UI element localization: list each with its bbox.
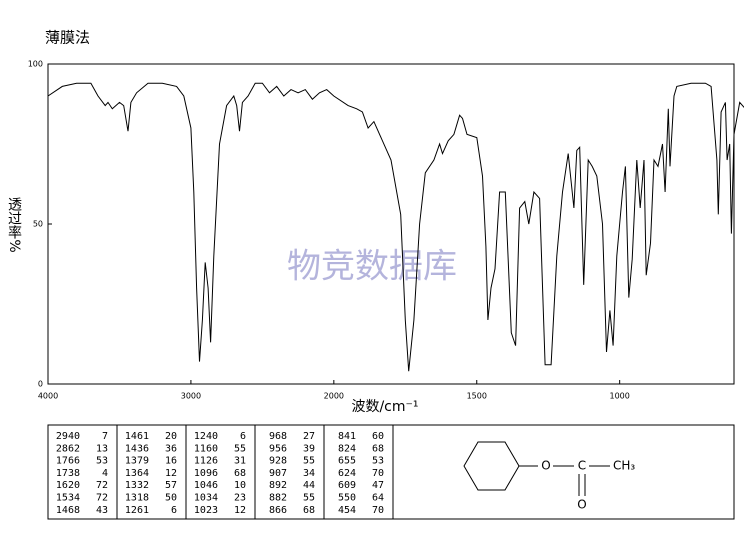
peak-transmittance: 31 bbox=[234, 456, 246, 467]
plot-frame bbox=[47, 63, 735, 385]
peak-transmittance: 70 bbox=[372, 468, 384, 479]
peak-wavenumber: 928 bbox=[269, 456, 287, 467]
peak-transmittance: 47 bbox=[372, 480, 384, 491]
peak-transmittance: 53 bbox=[372, 456, 384, 467]
peak-transmittance: 43 bbox=[96, 505, 108, 516]
y-tick-label: 50 bbox=[33, 220, 43, 229]
peak-transmittance: 12 bbox=[165, 468, 177, 479]
peak-transmittance: 72 bbox=[96, 493, 108, 504]
peak-transmittance: 50 bbox=[165, 493, 177, 504]
atom: CH₃ bbox=[613, 459, 635, 473]
peak-transmittance: 39 bbox=[303, 443, 315, 454]
peak-transmittance: 55 bbox=[303, 456, 315, 467]
peak-wavenumber: 1738 bbox=[56, 468, 80, 479]
peak-wavenumber: 1160 bbox=[194, 443, 218, 454]
peak-transmittance: 27 bbox=[303, 431, 315, 442]
structure bbox=[463, 441, 610, 496]
peak-wavenumber: 2940 bbox=[56, 431, 80, 442]
x-axis-label: 波数/cm⁻¹ bbox=[351, 399, 418, 415]
peak-transmittance: 60 bbox=[372, 431, 384, 442]
atom: O bbox=[541, 459, 550, 473]
peak-transmittance: 64 bbox=[372, 493, 384, 504]
ring bbox=[463, 441, 520, 491]
peak-wavenumber: 1318 bbox=[125, 493, 149, 504]
y-tick-label: 100 bbox=[28, 60, 43, 69]
peak-wavenumber: 624 bbox=[338, 468, 356, 479]
peak-wavenumber: 1436 bbox=[125, 443, 149, 454]
peak-transmittance: 12 bbox=[234, 505, 246, 516]
peak-wavenumber: 1332 bbox=[125, 480, 149, 491]
peak-wavenumber: 956 bbox=[269, 443, 287, 454]
peak-transmittance: 20 bbox=[165, 431, 177, 442]
peak-wavenumber: 609 bbox=[338, 480, 356, 491]
peak-transmittance: 23 bbox=[234, 493, 246, 504]
x-tick-label: 1500 bbox=[467, 392, 487, 401]
peak-wavenumber: 655 bbox=[338, 456, 356, 467]
peak-transmittance: 55 bbox=[234, 443, 246, 454]
peak-wavenumber: 1468 bbox=[56, 505, 80, 516]
peak-transmittance: 68 bbox=[372, 443, 384, 454]
peak-wavenumber: 1364 bbox=[125, 468, 149, 479]
peak-wavenumber: 1096 bbox=[194, 468, 218, 479]
peak-transmittance: 6 bbox=[240, 431, 246, 442]
peak-transmittance: 55 bbox=[303, 493, 315, 504]
peak-wavenumber: 1534 bbox=[56, 493, 80, 504]
peak-transmittance: 68 bbox=[234, 468, 246, 479]
peak-transmittance: 44 bbox=[303, 480, 315, 491]
peak-wavenumber: 1379 bbox=[125, 456, 149, 467]
peak-wavenumber: 1034 bbox=[194, 493, 218, 504]
peak-wavenumber: 907 bbox=[269, 468, 287, 479]
peak-wavenumber: 1046 bbox=[194, 480, 218, 491]
y-axis-label: 透过率% bbox=[6, 197, 22, 252]
peak-wavenumber: 1620 bbox=[56, 480, 80, 491]
peak-wavenumber: 454 bbox=[338, 505, 356, 516]
chart-title: 薄膜法 bbox=[45, 29, 90, 47]
peak-transmittance: 57 bbox=[165, 480, 177, 491]
peak-transmittance: 4 bbox=[102, 468, 108, 479]
peak-wavenumber: 2862 bbox=[56, 443, 80, 454]
peak-wavenumber: 1461 bbox=[125, 431, 149, 442]
peak-transmittance: 36 bbox=[165, 443, 177, 454]
peak-transmittance: 53 bbox=[96, 456, 108, 467]
peak-wavenumber: 1240 bbox=[194, 431, 218, 442]
peak-wavenumber: 892 bbox=[269, 480, 287, 491]
peak-wavenumber: 841 bbox=[338, 431, 356, 442]
peak-wavenumber: 1126 bbox=[194, 456, 218, 467]
spectrum-line bbox=[47, 82, 744, 372]
peak-wavenumber: 824 bbox=[338, 443, 356, 454]
peak-wavenumber: 882 bbox=[269, 493, 287, 504]
peak-wavenumber: 1023 bbox=[194, 505, 218, 516]
peak-wavenumber: 1261 bbox=[125, 505, 149, 516]
peak-wavenumber: 550 bbox=[338, 493, 356, 504]
x-tick-label: 3000 bbox=[181, 392, 201, 401]
peak-transmittance: 13 bbox=[96, 443, 108, 454]
peak-transmittance: 34 bbox=[303, 468, 315, 479]
peak-transmittance: 70 bbox=[372, 505, 384, 516]
x-tick-label: 1000 bbox=[609, 392, 629, 401]
peak-wavenumber: 968 bbox=[269, 431, 287, 442]
peak-transmittance: 10 bbox=[234, 480, 246, 491]
peak-wavenumber: 1766 bbox=[56, 456, 80, 467]
peak-wavenumber: 866 bbox=[269, 505, 287, 516]
peak-transmittance: 7 bbox=[102, 431, 108, 442]
x-tick-label: 2000 bbox=[324, 392, 344, 401]
watermark: 物竞数据库 bbox=[287, 247, 457, 287]
atom: C bbox=[578, 459, 586, 473]
peak-transmittance: 6 bbox=[171, 505, 177, 516]
atom: O bbox=[577, 498, 586, 512]
peak-transmittance: 16 bbox=[165, 456, 177, 467]
y-tick-label: 0 bbox=[38, 380, 43, 389]
table-frame bbox=[47, 424, 735, 520]
x-tick-label: 4000 bbox=[38, 392, 58, 401]
peak-transmittance: 72 bbox=[96, 480, 108, 491]
peak-transmittance: 68 bbox=[303, 505, 315, 516]
